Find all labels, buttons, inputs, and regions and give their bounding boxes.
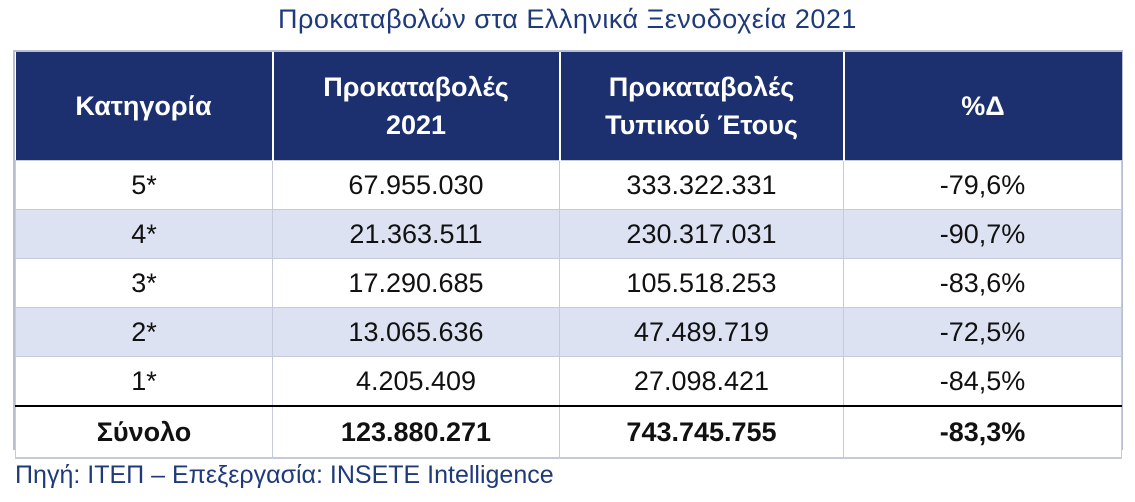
header-category: Κατηγορία (15, 52, 274, 161)
cell-prepayments-typical: 230.317.031 (559, 209, 844, 259)
cell-percent-change: -90,7% (843, 209, 1122, 259)
cell-prepayments-typical: 333.322.331 (559, 160, 844, 210)
cell-prepayments-typical: 27.098.421 (559, 356, 844, 407)
header-category-label: Κατηγορία (75, 91, 212, 121)
table-title: Προκαταβολών στα Ελληνικά Ξενοδοχεία 202… (278, 4, 857, 34)
cell-prepayments-2021: 21.363.511 (272, 209, 560, 259)
header-prepayments-typical-line1: Προκαταβολές (608, 72, 795, 102)
cell-prepayments-2021: 67.955.030 (272, 160, 560, 210)
header-prepayments-2021-line2: 2021 (385, 110, 447, 140)
header-percent-change: %Δ (843, 52, 1122, 161)
cell-prepayments-typical: 105.518.253 (559, 258, 844, 308)
cell-prepayments-2021: 4.205.409 (272, 356, 560, 407)
cell-category: 5* (15, 160, 273, 210)
total-prepayments-2021: 123.880.271 (272, 405, 560, 459)
header-prepayments-typical-line2: Τυπικού Έτους (605, 110, 798, 140)
total-percent-change: -83,3% (843, 405, 1122, 459)
total-prepayments-typical: 743.745.755 (559, 405, 844, 459)
header-percent-change-label: %Δ (961, 91, 1005, 121)
table-row: 1* 4.205.409 27.098.421 -84,5% (15, 356, 1122, 407)
header-row: Κατηγορία Προκαταβολές 2021 Προκαταβολές… (15, 52, 1122, 161)
cell-percent-change: -83,6% (843, 258, 1122, 308)
source-note: Πηγή: ΙΤΕΠ – Επεξεργασία: INSETE Intelli… (15, 461, 554, 489)
cell-category: 1* (15, 356, 273, 407)
cell-prepayments-2021: 13.065.636 (272, 307, 560, 357)
header-prepayments-2021: Προκαταβολές 2021 (272, 52, 561, 161)
table-row: 2* 13.065.636 47.489.719 -72,5% (15, 307, 1122, 357)
total-label: Σύνολο (15, 405, 273, 459)
table-row: 5* 67.955.030 333.322.331 -79,6% (15, 160, 1122, 210)
table-row: 3* 17.290.685 105.518.253 -83,6% (15, 258, 1122, 308)
cell-category: 3* (15, 258, 273, 308)
header-prepayments-typical-year: Προκαταβολές Τυπικού Έτους (559, 52, 845, 161)
cell-percent-change: -72,5% (843, 307, 1122, 357)
cell-category: 4* (15, 209, 273, 259)
header-prepayments-2021-line1: Προκαταβολές (323, 72, 509, 102)
cell-category: 2* (15, 307, 273, 357)
cell-percent-change: -84,5% (843, 356, 1122, 407)
table-row: 4* 21.363.511 230.317.031 -90,7% (15, 209, 1122, 259)
data-table: Κατηγορία Προκαταβολές 2021 Προκαταβολές… (15, 52, 1122, 459)
cell-prepayments-2021: 17.290.685 (272, 258, 560, 308)
cell-prepayments-typical: 47.489.719 (559, 307, 844, 357)
cell-percent-change: -79,6% (843, 160, 1122, 210)
total-row: Σύνολο 123.880.271 743.745.755 -83,3% (15, 405, 1122, 459)
